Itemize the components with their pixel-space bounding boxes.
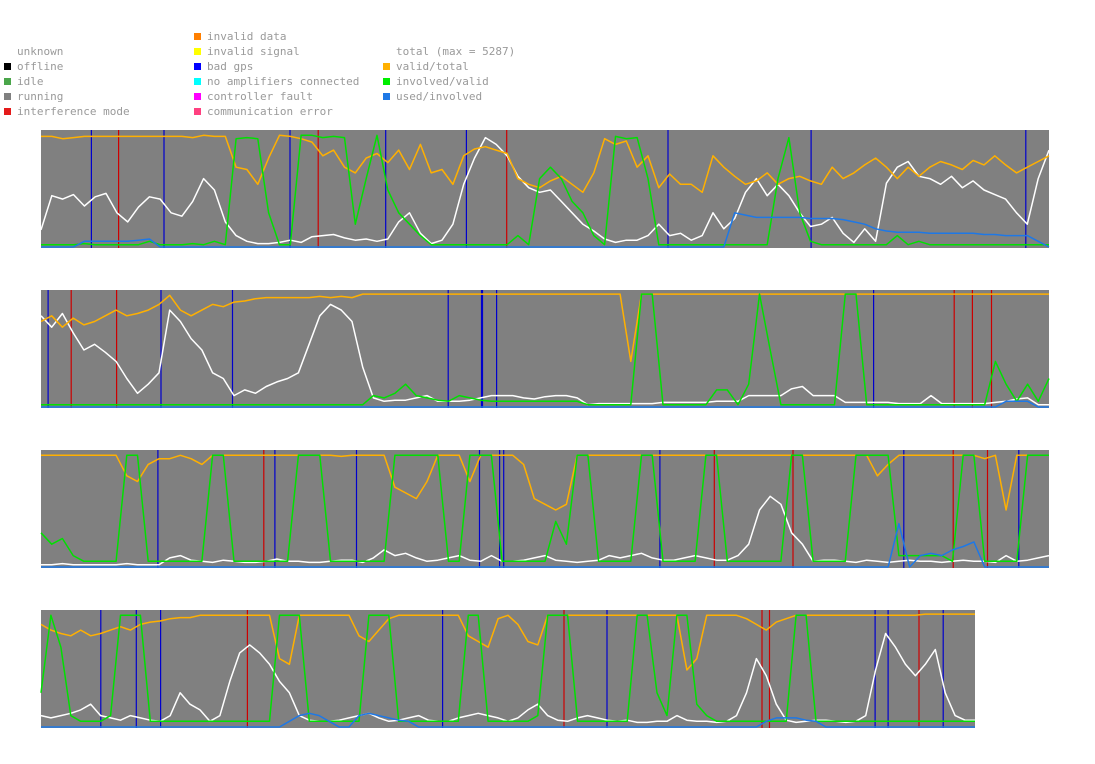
legend-label: valid/total [396,60,469,73]
strip-background [41,610,975,728]
legend-swatch-bad-gps [194,63,201,70]
legend-label: invalid data [207,30,287,43]
legend-swatch-used-involved [383,93,390,100]
total-line [40,303,1049,406]
strip-background [41,450,1049,568]
legend-swatch-no-amplifiers [194,78,201,85]
legend-label: offline [17,60,64,73]
legend-label: invalid signal [207,45,300,58]
legend-label: bad gps [207,60,254,73]
strip-1 [40,130,1050,248]
legend-label: total (max = 5287) [396,45,516,58]
valid-total-line [41,454,1049,511]
used-involved-line [41,400,1049,408]
legend-label: no amplifiers connected [207,75,360,88]
strip-3 [40,450,1050,568]
legend-swatch-communication-error [194,108,201,115]
legend-swatch-interference [4,108,11,115]
legend-swatch-controller-fault [194,93,201,100]
legend-swatch-valid-total [383,63,390,70]
legend-label: controller fault [207,90,313,103]
legend-swatch-involved-valid [383,78,390,85]
involved-valid-line [41,134,1049,246]
legend-label: idle [17,75,44,88]
involved-valid-line [41,293,1050,406]
valid-total-line [40,613,975,671]
legend-label: communication error [207,105,333,118]
legend-label: running [17,90,64,103]
used-involved-line [41,522,1049,568]
used-involved-line [41,212,1050,248]
strip-background [41,290,1049,408]
strip-4 [40,610,975,728]
strip-2 [40,290,1050,408]
used-involved-line [41,712,975,728]
legend-label: used/involved [396,90,483,103]
involved-valid-line [40,454,1049,563]
legend-swatch-invalid-data [194,33,201,40]
legend-swatch-offline [4,63,11,70]
legend-swatch-running [4,93,11,100]
legend-swatch-idle [4,78,11,85]
strip-background [41,130,1049,248]
total-line [40,136,1050,245]
valid-total-line [41,134,1050,194]
legend-label: involved/valid [396,75,489,88]
legend-swatch-invalid-signal [194,48,201,55]
total-line [41,495,1050,566]
legend: unknown offline idle running interferenc… [0,0,1095,125]
legend-label: unknown [17,45,64,58]
valid-total-line [40,293,1049,363]
involved-valid-line [40,614,975,723]
legend-label: interference mode [17,105,130,118]
